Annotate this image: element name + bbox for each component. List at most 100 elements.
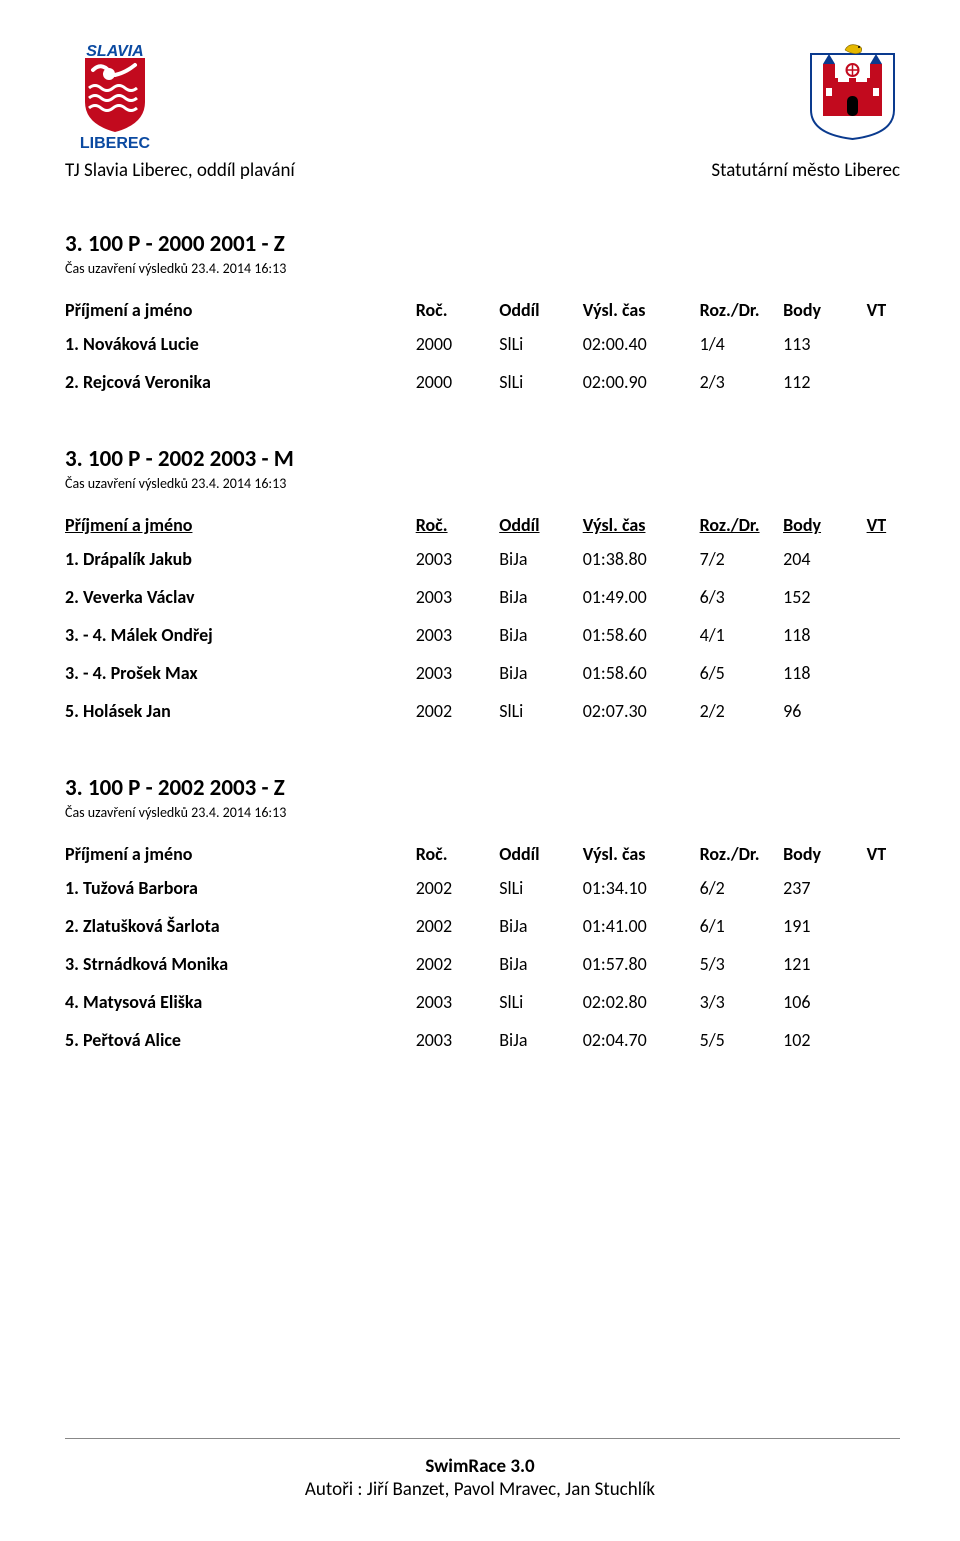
cell-lane: 6/3 [700,578,784,616]
cell-club: BiJa [499,540,583,578]
table-row: 1. Nováková Lucie2000SlLi02:00.401/4113 [65,325,900,363]
section-title: 3. 100 P - 2002 2003 - M [65,445,900,473]
cell-lane: 2/3 [700,363,784,401]
table-row: 5. Peřtová Alice2003BiJa02:04.705/5102 [65,1021,900,1059]
results-table: Příjmení a jménoRoč.OddílVýsl. časRoz./D… [65,843,900,1059]
cell-year: 2003 [416,1021,500,1059]
cell-lane: 7/2 [700,540,784,578]
col-header-name: Příjmení a jméno [65,843,416,869]
cell-name: 2. Rejcová Veronika [65,363,416,401]
cell-name: 2. Veverka Václav [65,578,416,616]
col-header-lane: Roz./Dr. [700,843,784,869]
cell-body: 152 [783,578,867,616]
cell-time: 01:38.80 [583,540,700,578]
results-section: 3. 100 P - 2002 2003 - M Čas uzavření výs… [65,445,900,730]
cell-club: BiJa [499,654,583,692]
cell-club: BiJa [499,907,583,945]
cell-year: 2003 [416,578,500,616]
table-row: 3. Strnádková Monika2002BiJa01:57.805/31… [65,945,900,983]
section-title: 3. 100 P - 2000 2001 - Z [65,230,900,258]
section-subtitle: Čas uzavření výsledků 23.4. 2014 16:13 [65,804,900,821]
cell-time: 01:57.80 [583,945,700,983]
liberec-coat-of-arms [805,40,900,145]
cell-club: SlLi [499,983,583,1021]
cell-vt [867,654,900,692]
section-subtitle: Čas uzavření výsledků 23.4. 2014 16:13 [65,260,900,277]
col-header-body: Body [783,843,867,869]
cell-vt [867,945,900,983]
col-header-year: Roč. [416,514,500,540]
cell-name: 3. - 4. Prošek Max [65,654,416,692]
cell-time: 01:34.10 [583,869,700,907]
table-row: 3. - 4. Prošek Max2003BiJa01:58.606/5118 [65,654,900,692]
cell-vt [867,616,900,654]
col-header-vt: VT [867,843,900,869]
cell-year: 2002 [416,907,500,945]
table-row: 4. Matysová Eliška2003SlLi02:02.803/3106 [65,983,900,1021]
cell-name: 4. Matysová Eliška [65,983,416,1021]
cell-club: BiJa [499,1021,583,1059]
cell-vt [867,692,900,730]
cell-lane: 5/5 [700,1021,784,1059]
slavia-logo: SLAVIA LIBEREC [65,40,165,155]
cell-lane: 4/1 [700,616,784,654]
cell-time: 02:00.90 [583,363,700,401]
subheader-row: TJ Slavia Liberec, oddíl plavání Statutá… [65,159,900,182]
footer-authors: Autoři : Jiří Banzet, Pavol Mravec, Jan … [0,1478,960,1501]
cell-year: 2002 [416,692,500,730]
col-header-time: Výsl. čas [583,514,700,540]
table-row: 2. Zlatušková Šarlota2002BiJa01:41.006/1… [65,907,900,945]
cell-year: 2003 [416,616,500,654]
cell-body: 113 [783,325,867,363]
table-row: 1. Drápalík Jakub2003BiJa01:38.807/2204 [65,540,900,578]
results-table: Příjmení a jménoRoč.OddílVýsl. časRoz./D… [65,299,900,401]
col-header-lane: Roz./Dr. [700,299,784,325]
cell-club: BiJa [499,616,583,654]
cell-body: 191 [783,907,867,945]
col-header-club: Oddíl [499,299,583,325]
section-subtitle: Čas uzavření výsledků 23.4. 2014 16:13 [65,475,900,492]
cell-year: 2000 [416,363,500,401]
cell-club: BiJa [499,945,583,983]
section-title: 3. 100 P - 2002 2003 - Z [65,774,900,802]
cell-lane: 6/1 [700,907,784,945]
footer-divider [65,1438,900,1439]
cell-body: 121 [783,945,867,983]
col-header-body: Body [783,299,867,325]
col-header-club: Oddíl [499,514,583,540]
cell-club: SlLi [499,325,583,363]
cell-vt [867,983,900,1021]
cell-name: 1. Drápalík Jakub [65,540,416,578]
table-row: 5. Holásek Jan2002SlLi02:07.302/296 [65,692,900,730]
cell-time: 01:41.00 [583,907,700,945]
col-header-vt: VT [867,299,900,325]
cell-lane: 6/5 [700,654,784,692]
col-header-vt: VT [867,514,900,540]
cell-club: SlLi [499,692,583,730]
cell-club: SlLi [499,869,583,907]
col-header-club: Oddíl [499,843,583,869]
cell-body: 118 [783,654,867,692]
cell-year: 2002 [416,945,500,983]
cell-body: 96 [783,692,867,730]
cell-vt [867,578,900,616]
cell-vt [867,540,900,578]
results-section: 3. 100 P - 2000 2001 - Z Čas uzavření výs… [65,230,900,401]
cell-vt [867,325,900,363]
col-header-lane: Roz./Dr. [700,514,784,540]
cell-name: 1. Nováková Lucie [65,325,416,363]
cell-name: 2. Zlatušková Šarlota [65,907,416,945]
col-header-year: Roč. [416,299,500,325]
cell-name: 3. - 4. Málek Ondřej [65,616,416,654]
cell-lane: 3/3 [700,983,784,1021]
cell-body: 102 [783,1021,867,1059]
results-table: Příjmení a jménoRoč.OddílVýsl. časRoz./D… [65,514,900,730]
header-logos: SLAVIA LIBEREC [65,40,900,155]
cell-year: 2000 [416,325,500,363]
cell-time: 01:58.60 [583,654,700,692]
results-sections: 3. 100 P - 2000 2001 - Z Čas uzavření výs… [65,230,900,1059]
cell-time: 01:58.60 [583,616,700,654]
col-header-time: Výsl. čas [583,299,700,325]
cell-body: 237 [783,869,867,907]
col-header-name: Příjmení a jméno [65,299,416,325]
